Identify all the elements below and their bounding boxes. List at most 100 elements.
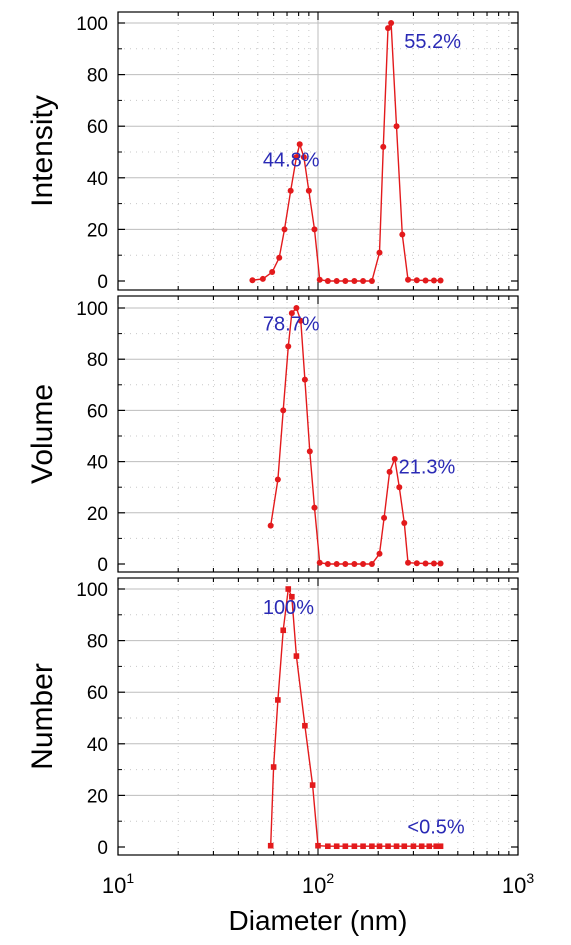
data-point <box>267 522 274 529</box>
data-point <box>368 561 375 567</box>
data-point <box>401 843 408 850</box>
data-point <box>391 456 398 463</box>
x-tick-label: 102 <box>302 870 334 898</box>
x-tick-label: 103 <box>502 870 534 898</box>
data-point <box>281 226 288 233</box>
data-point <box>386 468 393 475</box>
y-tick-label: 40 <box>87 453 108 474</box>
data-point <box>324 561 331 567</box>
peak-percentage-label: <0.5% <box>407 816 464 838</box>
y-tick-label: 40 <box>87 169 108 190</box>
data-point <box>293 154 300 161</box>
data-point <box>288 310 295 317</box>
x-axis-label: Diameter (nm) <box>229 905 408 936</box>
y-axis-label: Volume <box>26 384 59 484</box>
data-point <box>302 722 308 729</box>
data-point <box>433 843 440 850</box>
data-point <box>385 843 391 850</box>
data-point <box>300 154 307 161</box>
data-point <box>376 843 383 850</box>
data-point <box>437 843 444 850</box>
data-point <box>259 275 266 282</box>
data-point <box>393 123 400 130</box>
data-point <box>381 514 388 521</box>
y-tick-label: 20 <box>87 504 108 525</box>
y-axis-label: Number <box>26 663 59 770</box>
y-tick-label: 20 <box>87 220 108 241</box>
data-point <box>269 268 276 275</box>
data-point <box>301 376 308 383</box>
y-tick-label: 60 <box>87 683 108 704</box>
data-point <box>405 276 412 283</box>
peak-percentage-label: 44.8% <box>263 150 320 172</box>
peak-percentage-label: 78.7% <box>263 313 320 335</box>
data-point <box>393 843 400 850</box>
y-tick-label: 80 <box>87 350 108 371</box>
data-point <box>410 843 417 850</box>
data-point <box>422 277 429 284</box>
data-point <box>418 843 425 850</box>
y-tick-label: 80 <box>87 632 108 653</box>
minor-grid <box>118 578 518 855</box>
data-point <box>342 278 349 284</box>
data-point <box>351 278 358 284</box>
data-point <box>296 141 303 148</box>
data-point <box>280 627 287 634</box>
peak-percentage-label: 55.2% <box>404 31 461 53</box>
x-tick-label: 101 <box>102 870 134 898</box>
y-tick-label: 0 <box>97 555 108 576</box>
peak-percentage-label: 100% <box>263 597 314 619</box>
data-point <box>413 560 420 567</box>
panel-number: 0 20 40 60 80 100 Number 100% <0.5% <box>26 577 519 859</box>
data-point <box>287 187 294 194</box>
peak-percentage-label: 21.3% <box>399 457 456 479</box>
y-tick-label: 0 <box>97 838 108 859</box>
data-point <box>275 697 281 703</box>
data-point <box>401 520 408 527</box>
data-point <box>351 561 358 567</box>
data-point <box>437 277 444 284</box>
data-point <box>249 277 256 284</box>
data-point <box>309 782 316 788</box>
y-tick-label: 60 <box>87 401 108 422</box>
data-point <box>276 254 283 261</box>
panel-intensity: 0 20 40 60 80 100 Intensity 44.8% 55.2% <box>26 11 519 293</box>
major-grid <box>118 296 518 572</box>
data-point <box>274 476 281 483</box>
data-point <box>430 277 437 284</box>
data-point <box>306 448 313 455</box>
data-point <box>437 560 444 567</box>
data-point <box>316 276 323 283</box>
data-point <box>342 843 349 850</box>
data-point <box>360 561 367 567</box>
data-point <box>385 25 392 32</box>
data-point <box>422 560 429 567</box>
data-point <box>311 226 318 233</box>
data-point <box>396 484 403 491</box>
data-point <box>369 843 375 850</box>
data-point <box>399 231 406 238</box>
data-point <box>360 278 367 284</box>
y-tick-label: 100 <box>76 14 108 35</box>
data-point <box>293 305 300 311</box>
y-tick-label: 60 <box>87 117 108 138</box>
data-point <box>333 561 340 567</box>
data-point <box>316 559 323 566</box>
y-tick-label: 0 <box>97 272 108 293</box>
data-point <box>405 559 412 566</box>
data-point <box>368 278 375 284</box>
data-point <box>430 560 437 567</box>
data-point <box>342 561 349 567</box>
data-point <box>305 187 312 194</box>
data-point <box>333 278 340 284</box>
y-tick-label: 20 <box>87 786 108 807</box>
data-point <box>315 842 321 849</box>
y-axis-label: Intensity <box>26 95 59 207</box>
data-point <box>376 550 383 557</box>
major-grid <box>118 12 518 290</box>
data-point <box>376 249 383 256</box>
data-point <box>267 842 274 849</box>
data-point <box>351 843 358 850</box>
data-point <box>324 278 331 284</box>
